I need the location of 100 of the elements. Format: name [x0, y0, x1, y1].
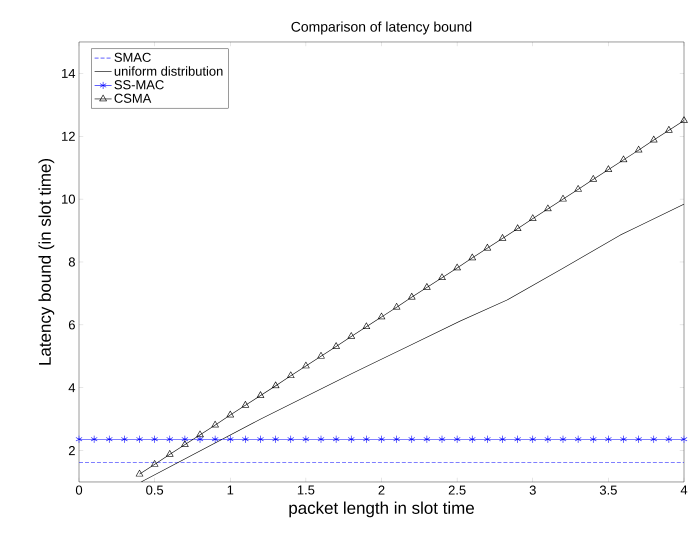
point [468, 254, 476, 260]
point [484, 244, 492, 250]
legend-label: SS-MAC [114, 80, 164, 90]
y-tick-label: 14 [62, 68, 76, 78]
legend-label: SMAC [114, 52, 151, 62]
point [665, 126, 673, 133]
point [634, 146, 642, 152]
point [590, 435, 597, 444]
point [590, 175, 598, 182]
point [529, 435, 536, 444]
point [166, 450, 174, 457]
point [196, 435, 204, 444]
point [332, 435, 340, 444]
point [150, 460, 158, 467]
point [484, 435, 491, 444]
x-tick-label: 1.5 [298, 486, 314, 495]
y-tick-label: 2 [68, 446, 75, 456]
point [453, 264, 461, 270]
point [423, 435, 430, 444]
point [332, 342, 340, 349]
point [529, 214, 537, 221]
point [574, 185, 582, 192]
point [650, 136, 658, 142]
chart-title: Comparison of latency bound [291, 21, 472, 34]
x-tick-label: 2 [378, 486, 384, 495]
point [574, 435, 582, 444]
point [544, 204, 552, 212]
point [454, 435, 461, 444]
y-axis-title: Latency bound (in slot time) [38, 159, 54, 365]
point [665, 435, 672, 444]
x-tick-label: 4 [680, 486, 688, 494]
point [348, 332, 356, 339]
point [106, 435, 113, 444]
point [362, 322, 370, 330]
point [256, 391, 264, 398]
point [620, 156, 628, 162]
point [242, 401, 250, 408]
point [408, 292, 416, 300]
x-axis-title: packet length in slot time [289, 502, 474, 518]
point [544, 435, 552, 444]
point [136, 435, 143, 444]
point [272, 382, 280, 388]
point [348, 435, 355, 444]
point [438, 273, 446, 280]
point [302, 435, 310, 444]
point [392, 302, 400, 310]
point [514, 435, 522, 444]
x-tick-label: 3 [530, 486, 536, 495]
point [378, 435, 385, 444]
point [317, 352, 325, 359]
point [378, 312, 386, 320]
point [120, 435, 128, 444]
y-tick-label: 10 [62, 194, 75, 204]
point [212, 435, 219, 444]
point [302, 362, 310, 368]
point [272, 435, 280, 444]
point [604, 435, 612, 444]
legend-label: uniform distribution [114, 66, 222, 76]
x-tick-label: 2.5 [448, 486, 466, 495]
point [635, 435, 642, 444]
point [136, 470, 144, 476]
point [498, 234, 506, 241]
point [287, 435, 294, 444]
point [90, 435, 98, 444]
point [76, 435, 82, 444]
point [257, 435, 264, 444]
point [423, 283, 431, 290]
y-tick-label: 8 [68, 257, 75, 267]
x-tick-label: 3.5 [600, 486, 617, 495]
x-tick-label: 1 [228, 486, 234, 494]
point [211, 420, 219, 428]
point [181, 440, 189, 447]
point [680, 435, 688, 444]
point [226, 435, 234, 444]
point [226, 410, 234, 418]
point [499, 435, 506, 444]
point [196, 430, 204, 438]
point [151, 435, 158, 444]
y-tick-label: 4 [68, 383, 76, 392]
point [362, 435, 370, 444]
x-tick-label: 0.5 [146, 486, 164, 495]
point [620, 435, 627, 444]
y-tick-label: 6 [68, 320, 75, 330]
point [560, 435, 566, 444]
y-tick-label: 12 [62, 132, 75, 141]
x-tick-label: 0 [76, 486, 82, 495]
point [287, 371, 295, 378]
point [680, 116, 688, 123]
point [242, 435, 249, 444]
point [514, 224, 522, 231]
point [393, 435, 400, 444]
point [408, 435, 416, 444]
point [166, 435, 174, 444]
point [604, 165, 612, 172]
point [650, 435, 658, 444]
point [438, 435, 446, 444]
point [468, 435, 476, 444]
point [559, 194, 567, 202]
point [318, 435, 324, 444]
point [181, 435, 188, 444]
